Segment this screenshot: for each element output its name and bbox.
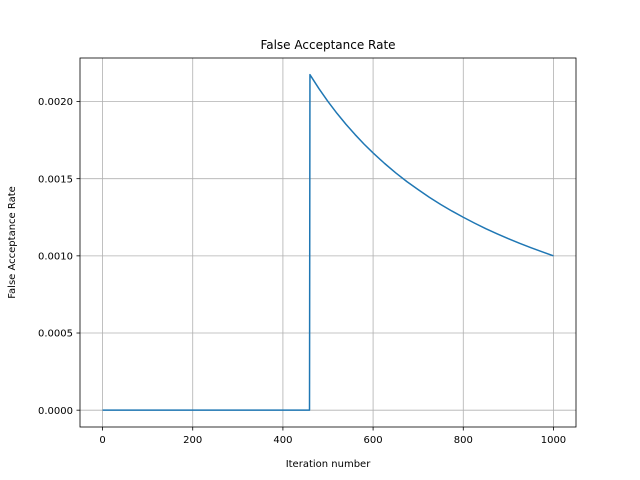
y-tick-label: 0.0000 (38, 406, 73, 417)
y-tick-label: 0.0015 (38, 174, 73, 185)
x-tick-label: 0 (99, 435, 105, 446)
y-axis-ticks: 0.0000 0.0005 0.0010 0.0015 0.0020 (38, 97, 80, 417)
y-tick-label: 0.0010 (38, 251, 73, 262)
y-tick-label: 0.0020 (38, 97, 73, 108)
chart-title: False Acceptance Rate (260, 38, 395, 52)
plot-frame (79, 57, 577, 428)
series-line (102, 73, 554, 411)
y-tick-label: 0.0005 (38, 329, 73, 340)
series-layer (102, 73, 554, 411)
x-tick-label: 400 (273, 435, 292, 446)
x-axis-ticks: 0 200 400 600 800 1000 (99, 427, 566, 446)
x-tick-label: 600 (364, 435, 383, 446)
x-tick-label: 1000 (541, 435, 566, 446)
x-tick-label: 200 (183, 435, 202, 446)
x-tick-label: 800 (454, 435, 473, 446)
x-axis-label: Iteration number (286, 459, 372, 470)
y-axis-label: False Acceptance Rate (7, 186, 18, 299)
